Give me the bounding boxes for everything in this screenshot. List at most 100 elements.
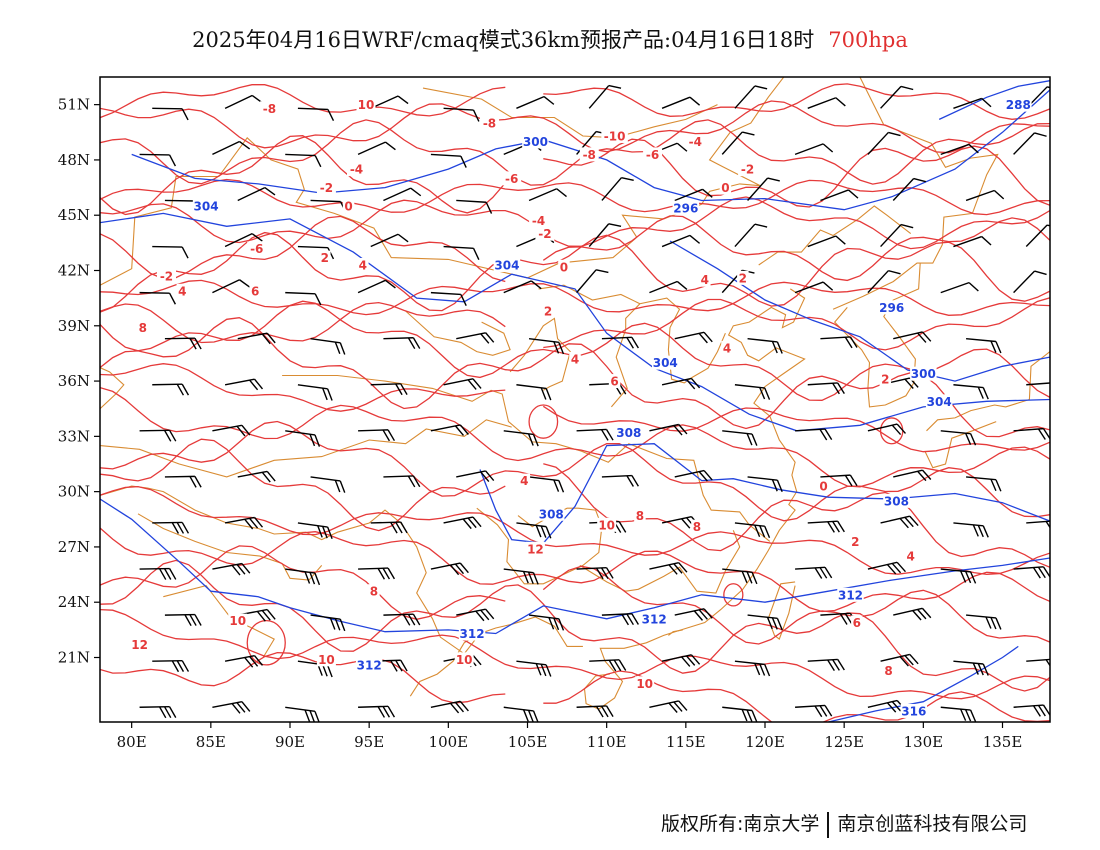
wind-barb	[820, 336, 858, 349]
temperature-label: 2	[321, 251, 329, 265]
wind-barb	[734, 660, 771, 677]
border-line	[409, 631, 482, 697]
wind-barb	[212, 140, 251, 156]
wind-barb	[649, 280, 688, 294]
wind-barb	[503, 568, 539, 585]
wind-barb	[867, 131, 901, 155]
height-label: 304	[494, 258, 519, 272]
temperature-contour	[542, 215, 1050, 282]
wind-barb	[1013, 132, 1047, 155]
border-line	[405, 310, 511, 356]
temperature-label: 0	[560, 260, 568, 274]
wind-barb	[747, 476, 783, 492]
wind-barb	[164, 475, 202, 488]
temperature-label-bg	[721, 340, 733, 355]
wind-barb	[516, 522, 552, 539]
wind-barb	[152, 107, 189, 121]
wind-barb	[139, 291, 177, 305]
wind-barb	[164, 613, 202, 627]
height-label-bg	[878, 300, 905, 315]
wind-barb	[794, 143, 834, 156]
temperature-contour	[100, 279, 1050, 316]
temperature-label: 8	[884, 664, 892, 678]
wind-barb	[212, 279, 251, 294]
wind-barb	[893, 331, 932, 343]
wind-barb	[285, 291, 322, 306]
temperature-label: 0	[721, 181, 729, 195]
height-label: 308	[539, 507, 564, 521]
height-label-bg	[925, 394, 953, 409]
wind-barb	[357, 279, 396, 294]
temperature-label: 8	[693, 520, 701, 534]
temperature-label: 8	[370, 585, 378, 599]
height-label: 296	[673, 201, 698, 215]
temperature-label-bg	[643, 147, 663, 162]
wind-barb	[310, 614, 346, 632]
wind-barb	[953, 522, 989, 538]
wind-barb	[734, 522, 771, 539]
y-tick-label: 42N	[58, 262, 90, 280]
wind-barb	[940, 568, 977, 584]
wind-barb	[139, 153, 177, 167]
temperature-label-bg	[558, 259, 570, 274]
temperature-label-bg	[454, 652, 474, 667]
wind-barb	[649, 423, 688, 436]
temperature-label: 10	[456, 653, 473, 667]
wind-barb	[807, 658, 845, 671]
x-tick-label: 105E	[508, 733, 548, 751]
temperature-label-bg	[601, 128, 628, 143]
wind-barb	[734, 223, 768, 248]
temperature-label-bg	[357, 257, 369, 272]
x-tick-label: 100E	[429, 733, 469, 751]
height-contour	[669, 240, 1050, 382]
wind-barb	[953, 97, 992, 109]
wind-barb	[237, 186, 276, 202]
height-contour	[100, 498, 1050, 635]
y-tick-label: 27N	[58, 538, 90, 556]
wind-barb	[456, 608, 495, 622]
wind-barb	[430, 153, 467, 168]
wind-barb	[430, 424, 469, 436]
wind-barb	[880, 85, 914, 109]
wind-barb	[224, 233, 263, 248]
temperature-label-bg	[228, 613, 248, 628]
temperature-label-bg	[849, 534, 861, 549]
temperature-label: -2	[160, 270, 173, 284]
border-line	[137, 513, 323, 581]
wind-barb	[588, 223, 622, 247]
height-label: 300	[523, 135, 548, 149]
wind-barb	[722, 706, 758, 722]
wind-barb	[212, 562, 251, 576]
temperature-contour	[543, 83, 1050, 120]
wind-barb	[880, 515, 919, 529]
temperature-contour	[100, 545, 506, 620]
temperature-contour	[100, 438, 506, 532]
temperature-label-bg	[316, 180, 336, 195]
wind-barb	[734, 384, 771, 400]
temperature-label-bg	[368, 584, 380, 599]
wind-barb	[953, 660, 989, 676]
copyright-right: 南京创蓝科技有限公司	[837, 813, 1028, 835]
temperature-label-bg	[691, 519, 703, 534]
border-line	[832, 77, 999, 310]
wind-barb	[940, 430, 977, 446]
wind-barb	[528, 476, 565, 493]
wind-barb	[443, 245, 480, 260]
wind-barb	[1013, 566, 1050, 579]
border-line	[668, 629, 683, 636]
wind-barb	[867, 561, 906, 575]
border-line	[926, 351, 1050, 432]
border-line	[100, 77, 785, 410]
height-label: 316	[901, 704, 926, 718]
wind-barb	[456, 470, 495, 483]
wind-barb	[795, 428, 833, 441]
temperature-label-bg	[635, 676, 655, 691]
temperature-label-bg	[882, 663, 895, 678]
wind-barb	[285, 706, 321, 722]
wind-barb	[649, 562, 688, 575]
height-label-bg	[837, 587, 864, 602]
temperature-label-bg	[699, 272, 711, 287]
temperature-label-bg	[542, 304, 554, 319]
temperature-label: 2	[544, 305, 552, 319]
